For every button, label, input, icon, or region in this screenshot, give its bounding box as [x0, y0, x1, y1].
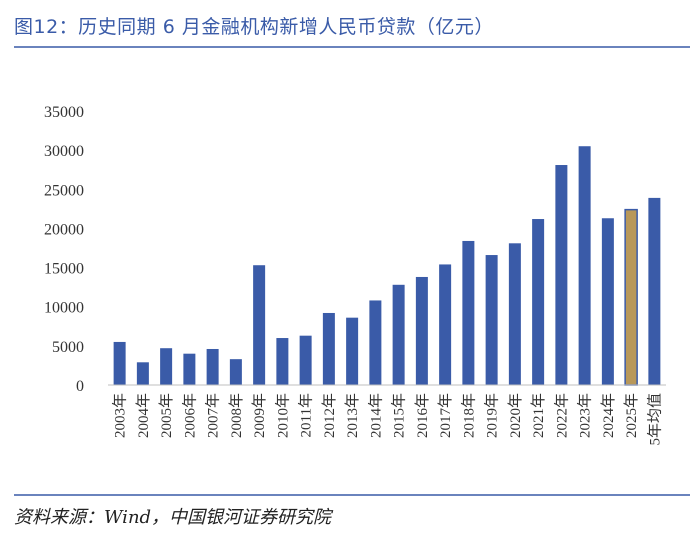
x-tick-label: 2025年: [623, 393, 640, 438]
bar-2022年: [555, 165, 568, 385]
y-tick-label: 30000: [44, 143, 84, 160]
x-tick-label: 2007年: [205, 393, 222, 438]
y-tick-label: 20000: [44, 221, 84, 238]
x-tick-label: 2019年: [484, 393, 501, 438]
source-divider: [14, 494, 690, 496]
bar-chart: 0 5000 10000 15000 20000 25000 30000 35000 2003年…: [44, 104, 666, 446]
x-tick-label: 2018年: [460, 393, 477, 438]
x-tick-label: 2006年: [181, 393, 198, 438]
x-tick-label: 2015年: [391, 393, 408, 438]
bar-2006年: [183, 353, 196, 385]
bar-2018年: [462, 240, 475, 385]
x-tick-label: 2013年: [344, 393, 361, 438]
bar-2024年: [601, 218, 614, 385]
x-tick-label: 2022年: [553, 393, 570, 438]
bar-2020年: [508, 243, 521, 385]
bar-2015年: [392, 284, 405, 385]
source-note: 资料来源：Wind，中国银河证券研究院: [14, 507, 332, 528]
chart-title: 图12：历史同期 6 月金融机构新增人民币贷款（亿元）: [14, 16, 494, 38]
bar-2009年: [253, 265, 266, 385]
y-tick-label: 25000: [44, 182, 84, 199]
x-tick-label: 2009年: [251, 393, 268, 438]
y-tick-label: 10000: [44, 300, 84, 317]
bar-2004年: [136, 362, 149, 385]
x-tick-label: 2014年: [367, 393, 384, 438]
bar-5年均值: [648, 197, 661, 385]
x-tick-label: 2010年: [274, 393, 291, 438]
x-tick-label: 5年均值: [646, 393, 663, 446]
y-tick-label: 15000: [44, 261, 84, 278]
x-tick-label: 2004年: [135, 393, 152, 438]
bar-2025年: [624, 208, 638, 386]
bar-2003年: [113, 341, 126, 385]
x-tick-label: 2024年: [600, 393, 617, 438]
x-tick-label: 2008年: [228, 393, 245, 438]
bar-2016年: [415, 276, 428, 385]
bar-2013年: [346, 317, 359, 385]
x-tick-label: 2016年: [414, 393, 431, 438]
bar-2011年: [299, 335, 312, 385]
bar-2021年: [532, 219, 545, 385]
bar-2005年: [160, 348, 173, 385]
bar-2014年: [369, 300, 382, 385]
x-tick-label: 2023年: [577, 393, 594, 438]
x-tick-label: 2012年: [321, 393, 338, 438]
x-tick-label: 2017年: [437, 393, 454, 438]
x-tick-label: 2021年: [530, 393, 547, 438]
y-tick-label: 35000: [44, 104, 84, 121]
bar-2012年: [322, 312, 335, 385]
bar-2023年: [578, 146, 591, 385]
x-tick-label: 2005年: [158, 393, 175, 438]
bar-2019年: [485, 255, 498, 385]
x-tick-label: 2020年: [507, 393, 524, 438]
bar-2010年: [276, 338, 289, 385]
y-tick-label: 0: [76, 378, 84, 395]
title-divider: [14, 46, 690, 48]
bar-2017年: [439, 264, 452, 385]
y-tick-label: 5000: [52, 339, 84, 356]
bar-2008年: [229, 359, 242, 385]
x-tick-label: 2003年: [112, 393, 129, 438]
x-tick-label: 2011年: [298, 393, 315, 437]
bar-2007年: [206, 348, 219, 385]
